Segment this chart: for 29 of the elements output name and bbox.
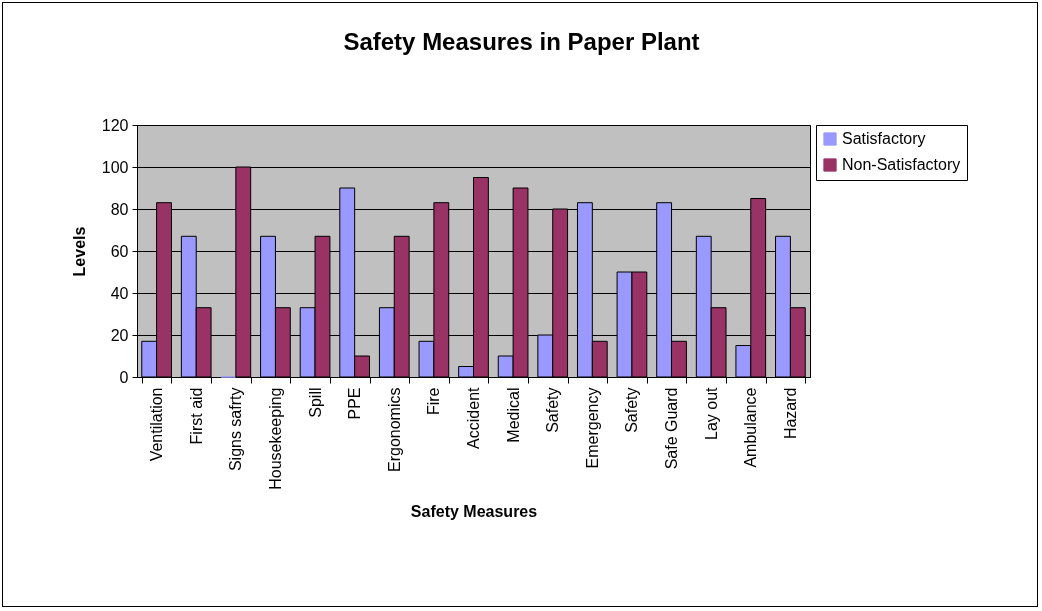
y-tick-label: 40: [110, 284, 129, 302]
x-tick-label: Ergonomics: [385, 387, 403, 472]
y-axis-title: Levels: [70, 226, 88, 277]
x-tick-label: Signs safrty: [227, 387, 245, 472]
y-tick-label: 80: [110, 200, 129, 218]
legend-label: Non-Satisfactory: [842, 156, 961, 173]
x-axis-title: Safety Measures: [410, 502, 538, 520]
x-tick-label: Safe Guard: [663, 387, 681, 470]
x-tick-label: PPE: [346, 387, 364, 420]
x-tick-label: Fire: [425, 387, 443, 416]
y-tick-label: 100: [101, 158, 129, 176]
y-tick-label: 0: [119, 368, 129, 386]
x-tick-label: Ventilation: [148, 387, 166, 462]
x-tick-label: Lay out: [702, 386, 720, 440]
x-tick-label: First aid: [187, 387, 205, 445]
x-tick-label: Spill: [306, 387, 324, 418]
y-tick-label: 60: [110, 242, 129, 260]
x-tick-label: Emergency: [583, 387, 601, 469]
x-tick-label: Accident: [465, 386, 482, 449]
x-tick-label: Safety: [623, 387, 641, 433]
x-tick-label: Ambulance: [742, 387, 760, 468]
x-tick-label: Hazard: [781, 387, 799, 440]
x-tick-label: Medical: [504, 387, 522, 443]
chart-title: Safety Measures in Paper Plant: [343, 28, 700, 55]
y-tick-label: 120: [101, 116, 129, 134]
x-tick-label: Safety: [544, 387, 562, 433]
x-tick-label: Housekeeping: [266, 387, 284, 490]
y-tick-label: 20: [110, 326, 129, 344]
legend-label: Satisfactory: [842, 130, 926, 147]
